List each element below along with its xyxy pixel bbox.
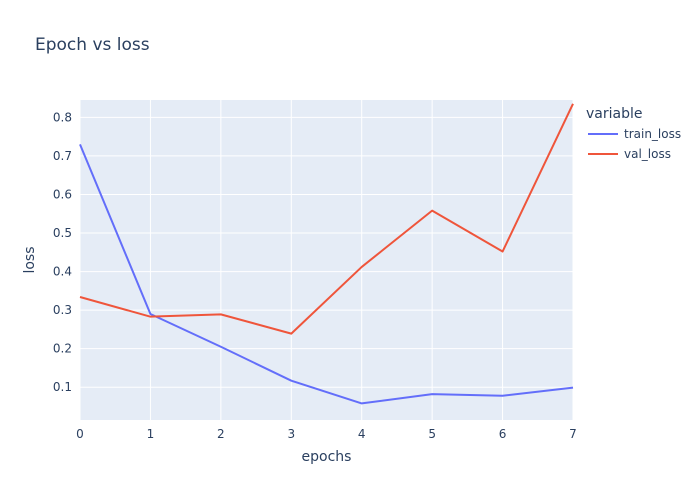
x-tick-label-3: 3 [287,427,295,441]
x-tick-label-1: 1 [147,427,155,441]
x-axis-title: epochs [302,449,352,465]
x-tick-labels: 0 1 2 3 4 5 6 7 [76,427,577,441]
legend: variable train_loss val_loss [586,106,681,161]
plot-area [80,100,573,420]
series-line-train_loss [79,143,574,405]
x-tick-label-7: 7 [569,427,577,441]
y-axis-title: loss [22,246,38,273]
y-tick-label-0: 0.1 [53,380,72,394]
x-tick-label-5: 5 [428,427,436,441]
legend-items: train_loss val_loss [588,127,681,161]
chart-title: Epoch vs loss [35,35,150,55]
x-tick-label-6: 6 [499,427,507,441]
series-lines [79,103,574,405]
legend-item-train_loss[interactable]: train_loss [588,127,681,141]
legend-item-val_loss[interactable]: val_loss [588,147,671,161]
y-tick-label-1: 0.2 [53,342,72,356]
y-gridlines [80,116,573,388]
x-tick-label-0: 0 [76,427,84,441]
y-tick-labels: 0.1 0.2 0.3 0.4 0.5 0.6 0.7 0.8 [53,110,72,394]
y-tick-label-4: 0.5 [53,226,72,240]
y-tick-label-2: 0.3 [53,303,72,317]
x-tick-label-2: 2 [217,427,225,441]
y-tick-label-3: 0.4 [53,265,72,279]
y-tick-label-7: 0.8 [53,110,72,124]
y-tick-label-5: 0.6 [53,187,72,201]
legend-label-val_loss: val_loss [624,147,671,161]
legend-title: variable [586,106,642,122]
x-tick-label-4: 4 [358,427,366,441]
x-gridlines [79,100,574,420]
series-line-val_loss [79,103,574,335]
legend-label-train_loss: train_loss [624,127,681,141]
y-tick-label-6: 0.7 [53,149,72,163]
